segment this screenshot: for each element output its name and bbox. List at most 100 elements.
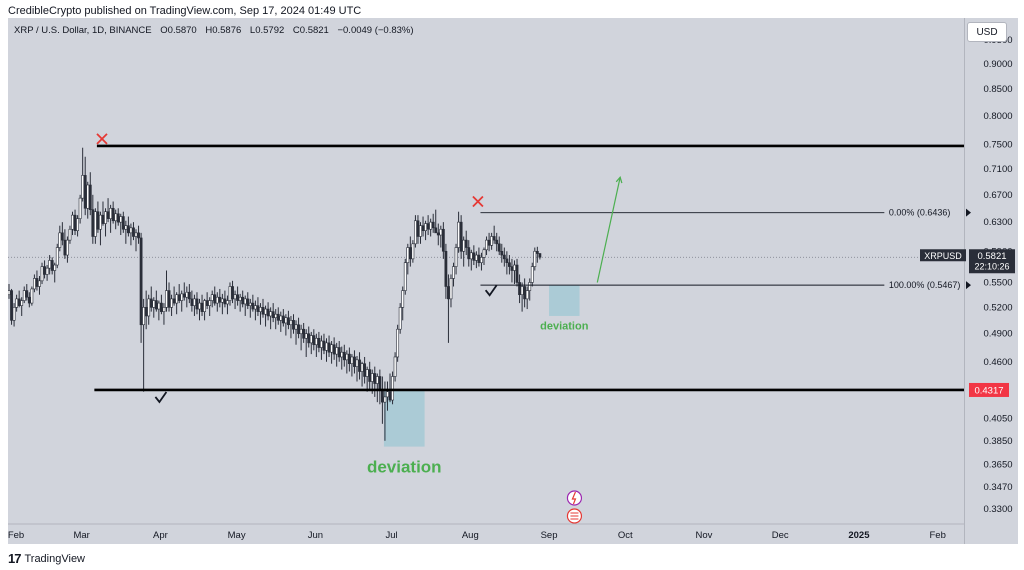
candle-body: [477, 254, 481, 264]
footer-brand[interactable]: 17 TradingView: [8, 551, 85, 566]
candle-body: [27, 296, 31, 304]
plot-area[interactable]: [8, 18, 964, 544]
price-tick-label: 0.6300: [983, 217, 1012, 228]
candle-body: [304, 333, 308, 339]
candle-body: [441, 228, 445, 252]
deviation-label: deviation: [367, 457, 442, 476]
candle-body: [190, 298, 194, 306]
candle-body: [515, 264, 519, 283]
candle-body: [462, 239, 466, 252]
candle-body: [116, 213, 120, 223]
candle-body: [154, 300, 158, 310]
candle-body: [71, 214, 74, 230]
candle-body: [220, 298, 224, 303]
candle-body: [25, 290, 29, 298]
candle-body: [335, 347, 339, 355]
candle-body: [91, 209, 95, 237]
currency-button[interactable]: USD: [967, 22, 1007, 42]
fib-axis-marker-icon: [966, 281, 971, 290]
candle-body: [454, 247, 458, 267]
candle-body: [162, 307, 166, 312]
candle-body: [317, 337, 321, 348]
price-tick-label: 0.9000: [983, 59, 1012, 70]
candle-body: [340, 351, 344, 358]
candle-body: [487, 239, 491, 246]
candle-body: [350, 356, 354, 365]
support-price-tag: [969, 382, 1009, 397]
candle-body: [253, 305, 257, 310]
candle-body: [312, 335, 316, 346]
candle-body: [177, 294, 181, 301]
fib-label-0: 0.00% (0.6436): [889, 208, 951, 218]
price-tick-label: 0.3650: [983, 459, 1012, 470]
candle-body: [414, 220, 417, 245]
candle-body: [170, 298, 173, 308]
candle-body: [157, 302, 161, 310]
candle-body: [452, 266, 455, 279]
candle-body: [60, 232, 64, 241]
price-axis[interactable]: [964, 18, 1018, 544]
candle-body: [248, 302, 252, 306]
candle-body: [480, 257, 483, 264]
candle-body: [182, 293, 186, 298]
candle-body: [233, 294, 237, 300]
candle-body: [193, 298, 196, 306]
candle-body: [172, 298, 176, 304]
candle-body: [93, 211, 97, 237]
candle-body: [86, 184, 90, 209]
candle-body: [73, 214, 77, 231]
candle-body: [203, 300, 206, 312]
candle-body: [309, 335, 313, 344]
candle-body: [228, 286, 232, 301]
candle-body: [45, 267, 49, 275]
candle-body: [459, 221, 463, 252]
time-tick-label: Apr: [153, 530, 168, 541]
support-price-text: 0.4317: [974, 385, 1003, 396]
candle-body: [474, 254, 478, 261]
candle-body: [83, 175, 87, 209]
candle-body: [43, 266, 46, 275]
candle-body: [398, 307, 402, 330]
brand-name: TradingView: [24, 552, 86, 565]
candle-body: [383, 396, 387, 403]
candle-body: [251, 302, 255, 310]
candle-body: [63, 239, 67, 256]
price-tick-label: 0.6700: [983, 190, 1012, 201]
time-tick-label: Nov: [696, 530, 713, 541]
current-price-text: 0.5821: [977, 251, 1006, 262]
candle-body: [396, 328, 400, 358]
candle-body: [457, 221, 460, 248]
price-tick-label: 0.7100: [983, 164, 1012, 175]
candle-body: [137, 232, 140, 239]
cross-mark-icon: [472, 195, 484, 208]
candle-body: [391, 376, 394, 401]
candle-body: [215, 296, 219, 304]
candle-body: [327, 342, 331, 353]
time-tick-label: Oct: [618, 530, 633, 541]
time-tick-label: May: [228, 530, 246, 541]
candle-body: [416, 220, 420, 237]
symbol-name: XRP / U.S. Dollar, 1D, BINANCE: [14, 25, 152, 36]
candle-body: [236, 294, 240, 301]
candle-body: [246, 298, 250, 306]
candle-body: [297, 324, 300, 335]
candle-body: [68, 228, 72, 241]
price-tick-label: 0.3300: [983, 504, 1012, 515]
candle-body: [360, 363, 364, 372]
candle-body: [535, 250, 539, 254]
chart-frame[interactable]: 0.00% (0.6436) 100.00% (0.5467) deviation d…: [8, 18, 1018, 544]
candle-body: [231, 286, 234, 300]
candle-body: [436, 232, 440, 236]
candle-body: [48, 260, 52, 269]
candle-body: [187, 291, 191, 300]
time-tick-label: Feb: [8, 530, 24, 541]
candle-body: [96, 211, 100, 230]
candle-body: [243, 298, 247, 305]
candle-body: [129, 227, 133, 234]
candle-body: [325, 342, 328, 351]
candle-body: [370, 373, 374, 382]
price-tick-label: 0.8000: [983, 111, 1012, 122]
candle-body: [121, 216, 125, 230]
candle-body: [106, 211, 110, 219]
candle-body: [226, 300, 229, 305]
